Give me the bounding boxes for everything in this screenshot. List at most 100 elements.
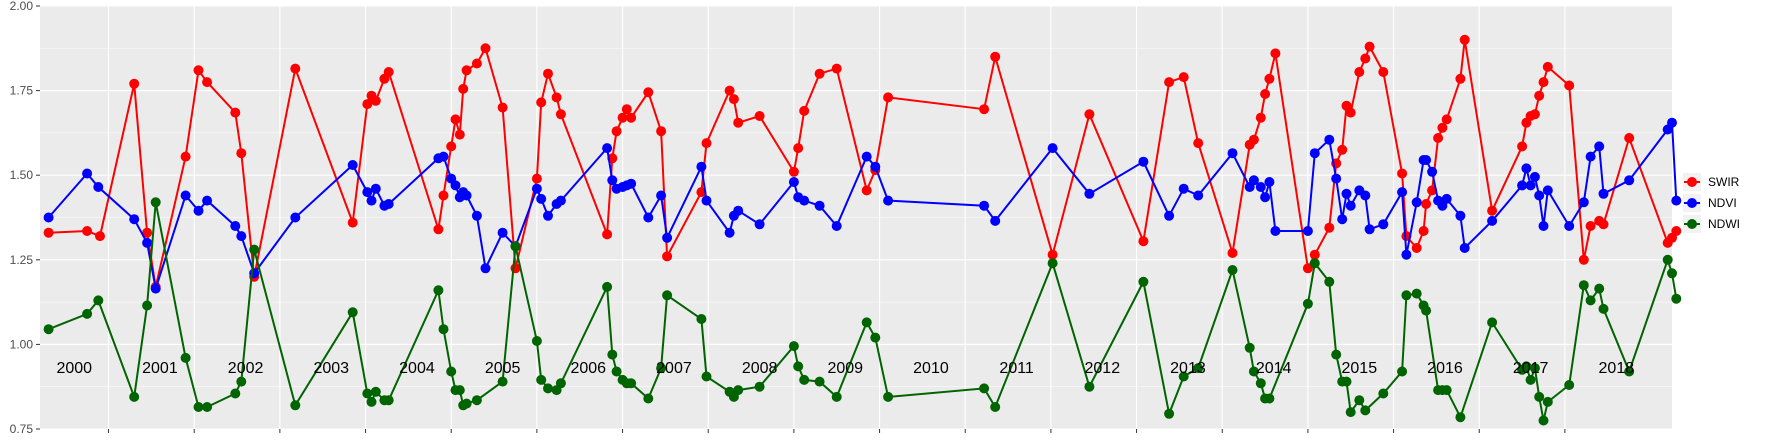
- data-point-swir: [1360, 53, 1371, 64]
- data-point-swir: [543, 68, 553, 79]
- data-point-swir: [202, 77, 213, 88]
- data-point-ndvi: [696, 161, 707, 172]
- year-labels: 2000 2001 2002 2003 2004 2005 2006 2007 2008 2009…: [56, 360, 1634, 377]
- year-label: 2000: [56, 360, 92, 377]
- data-point-swir: [383, 67, 394, 77]
- data-point-ndwi: [1084, 381, 1095, 392]
- data-point-swir: [555, 109, 566, 120]
- data-point-swir: [1397, 168, 1408, 179]
- data-point-swir: [1337, 144, 1348, 155]
- data-point-ndvi: [662, 232, 673, 243]
- data-point-ndvi: [180, 190, 191, 201]
- data-point-swir: [617, 112, 628, 123]
- legend-key-point: [1687, 177, 1697, 187]
- year-label: 2010: [913, 360, 949, 377]
- data-point-ndwi: [1397, 366, 1408, 377]
- data-point-ndwi: [510, 241, 521, 252]
- data-point-ndvi: [536, 193, 547, 204]
- data-point-ndvi: [799, 195, 810, 206]
- data-point-ndvi: [1193, 190, 1204, 201]
- data-point-swir: [814, 68, 825, 79]
- data-point-ndwi: [626, 378, 637, 389]
- data-point-ndwi: [696, 314, 707, 324]
- data-point-ndwi: [497, 376, 508, 387]
- data-point-ndvi: [724, 227, 735, 238]
- data-point-ndwi: [370, 386, 381, 397]
- y-tick-label: 1.00: [10, 337, 34, 351]
- data-point-ndwi: [93, 295, 104, 306]
- data-point-ndwi: [1594, 283, 1605, 294]
- data-point-ndvi: [1421, 155, 1432, 165]
- data-point-ndvi: [1525, 180, 1536, 191]
- data-point-ndvi: [979, 200, 990, 211]
- data-point-ndvi: [1341, 188, 1352, 199]
- data-point-swir: [1441, 114, 1452, 125]
- data-point-swir: [724, 85, 735, 96]
- data-point-ndvi: [1459, 243, 1470, 253]
- data-point-swir: [480, 43, 491, 54]
- data-point-ndwi: [979, 383, 990, 394]
- data-point-swir: [1084, 109, 1095, 120]
- data-point-ndwi: [1345, 407, 1356, 418]
- data-point-swir: [979, 104, 990, 115]
- data-point-swir: [438, 190, 449, 201]
- data-point-ndwi: [383, 395, 394, 406]
- data-point-ndvi: [543, 210, 553, 221]
- year-label: 2017: [1513, 360, 1549, 377]
- data-point-ndwi: [536, 374, 547, 385]
- data-point-ndvi: [1487, 215, 1498, 226]
- data-point-ndvi: [643, 212, 654, 223]
- data-point-swir: [1255, 112, 1266, 123]
- data-point-ndvi: [1378, 219, 1389, 230]
- data-point-ndwi: [1360, 405, 1371, 416]
- data-point-ndwi: [82, 308, 93, 319]
- data-point-swir: [1564, 80, 1575, 91]
- data-point-ndvi: [1047, 143, 1058, 154]
- data-point-ndvi: [555, 195, 566, 206]
- series-layer: [43, 34, 1682, 426]
- year-label: 2005: [485, 360, 521, 377]
- data-point-ndwi: [461, 398, 472, 409]
- data-point-ndvi: [1598, 188, 1609, 199]
- data-point-ndwi: [662, 290, 673, 301]
- data-point-ndvi: [450, 180, 461, 191]
- data-point-ndvi: [1585, 151, 1596, 162]
- data-point-ndwi: [1671, 293, 1682, 304]
- data-point-swir: [347, 217, 358, 228]
- data-point-swir: [95, 231, 105, 242]
- year-label: 2007: [656, 360, 692, 377]
- year-label: 2003: [313, 360, 349, 377]
- data-point-ndvi: [1455, 210, 1466, 221]
- data-point-ndwi: [754, 381, 765, 392]
- data-point-ndwi: [1248, 366, 1259, 377]
- data-point-ndvi: [1671, 195, 1682, 206]
- data-point-ndwi: [1047, 258, 1058, 269]
- data-point-swir: [180, 151, 191, 162]
- data-point-swir: [142, 227, 153, 238]
- data-point-ndwi: [788, 341, 799, 352]
- data-point-ndwi: [1341, 376, 1352, 387]
- data-point-ndvi: [1324, 134, 1335, 145]
- data-point-swir: [861, 185, 872, 196]
- data-point-ndvi: [362, 187, 373, 198]
- data-point-ndwi: [1193, 363, 1204, 374]
- data-point-ndwi: [446, 366, 457, 377]
- data-point-ndvi: [1564, 221, 1575, 231]
- data-point-ndwi: [883, 391, 894, 402]
- data-point-swir: [1433, 133, 1444, 143]
- data-point-ndwi: [1542, 396, 1553, 407]
- data-point-ndvi: [1529, 171, 1540, 182]
- data-point-ndwi: [1178, 371, 1189, 382]
- data-point-ndwi: [1585, 295, 1596, 306]
- data-point-swir: [458, 83, 469, 94]
- y-tick-label: 1.25: [10, 253, 34, 267]
- series-ndvi: [43, 117, 1682, 294]
- data-point-swir: [656, 126, 667, 137]
- data-point-ndwi: [1529, 363, 1540, 374]
- data-point-ndvi: [150, 283, 161, 294]
- year-label: 2014: [1256, 360, 1292, 377]
- data-point-ndvi: [1594, 141, 1605, 152]
- year-label: 2002: [228, 360, 264, 377]
- data-point-ndwi: [1525, 374, 1536, 385]
